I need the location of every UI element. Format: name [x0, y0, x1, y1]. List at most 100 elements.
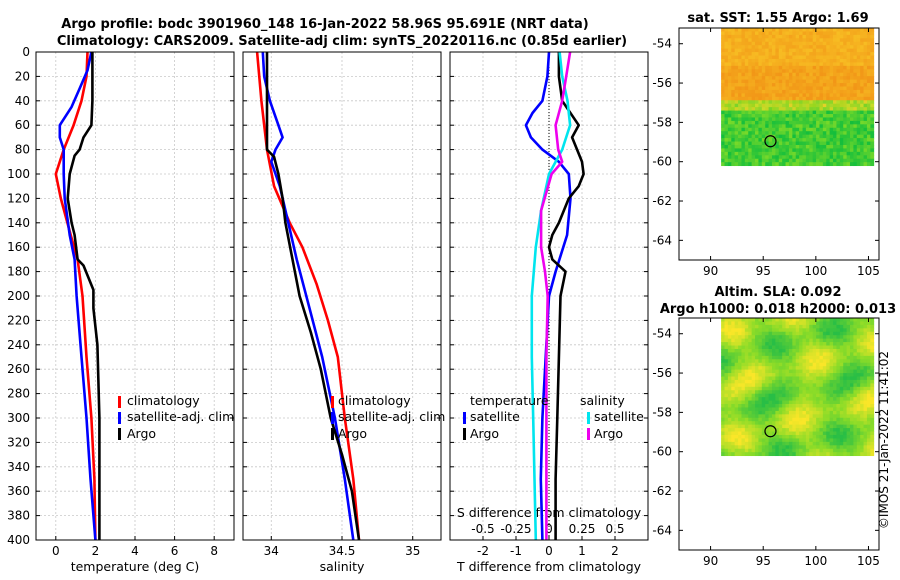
map-cell	[846, 48, 851, 53]
map-cell	[751, 355, 756, 360]
map-cell	[775, 144, 780, 149]
map-cell	[765, 383, 769, 388]
map-cell	[758, 55, 763, 60]
map-cell	[860, 359, 864, 364]
map-cell	[799, 58, 803, 63]
map-cell	[782, 89, 786, 94]
map-cell	[792, 58, 797, 63]
map-cell	[738, 52, 742, 56]
map-cell	[751, 48, 756, 53]
map-cell	[795, 124, 800, 129]
map-cell	[765, 431, 769, 436]
map-cell	[744, 421, 749, 426]
map-cell	[870, 369, 875, 374]
map-cell	[799, 355, 803, 360]
map-cell	[849, 103, 854, 108]
map-cell	[795, 72, 800, 77]
map-cell	[826, 117, 831, 122]
map-cell	[866, 355, 871, 360]
map-cell	[782, 434, 786, 439]
map-cell	[836, 110, 841, 115]
map-cell	[788, 55, 793, 60]
map-cell	[724, 428, 729, 432]
map-cell	[846, 148, 851, 153]
map-cell	[863, 452, 868, 457]
map-cell	[839, 158, 844, 163]
map-cell	[816, 162, 820, 167]
map-cell	[829, 134, 834, 139]
map-cell	[866, 417, 871, 422]
map-cell	[863, 369, 868, 374]
map-cell	[795, 100, 800, 105]
map-cell	[849, 138, 854, 142]
map-cell	[771, 34, 776, 39]
map-cell	[809, 58, 814, 63]
map-cell	[829, 390, 834, 395]
map-cell	[856, 400, 861, 405]
map-cell	[816, 397, 820, 401]
map-cell	[782, 69, 786, 74]
map-cell	[866, 379, 871, 384]
map-cell	[761, 83, 766, 87]
map-cell	[795, 355, 800, 360]
map-cell	[833, 386, 837, 391]
map-cell	[870, 404, 875, 408]
map-cell	[826, 397, 831, 401]
map-cell	[843, 400, 847, 405]
map-cell	[771, 448, 776, 453]
map-cell	[833, 424, 837, 429]
map-cell	[846, 438, 851, 443]
map-cell	[816, 103, 820, 108]
map-cell	[741, 376, 746, 381]
map-cell	[734, 366, 739, 371]
map-cell	[758, 83, 763, 87]
map-cell	[727, 376, 732, 381]
map-cell	[738, 369, 742, 374]
map-cell	[778, 38, 783, 43]
map-cell	[738, 397, 742, 401]
map-cell	[812, 355, 817, 360]
map-cell	[795, 318, 800, 322]
map-cell	[782, 38, 786, 43]
imos-watermark: ©IMOS 21-Jan-2022 11:41:02	[877, 351, 891, 529]
map-cell	[785, 144, 790, 149]
map-cell	[792, 45, 797, 50]
map-cell	[738, 373, 742, 377]
map-cell	[751, 96, 756, 101]
map-cell	[856, 148, 861, 153]
map-cell	[799, 86, 803, 91]
map-cell	[792, 162, 797, 167]
map-cell	[809, 83, 814, 87]
map-cell	[721, 407, 725, 412]
map-cell	[758, 414, 763, 419]
map-cell	[775, 359, 780, 364]
map-cell	[809, 148, 814, 153]
map-cell	[724, 321, 729, 326]
map-cell	[819, 345, 824, 350]
map-cell	[853, 86, 858, 91]
map-cell	[741, 321, 746, 326]
map-cell	[748, 158, 753, 163]
map-cell	[870, 448, 875, 453]
map-cell	[758, 127, 763, 132]
map-cell	[826, 131, 831, 136]
map-cell	[809, 448, 814, 453]
map-cell	[819, 100, 824, 105]
map-cell	[795, 421, 800, 426]
map-cell	[758, 52, 763, 56]
map-cell	[836, 124, 841, 129]
map-cell	[833, 31, 837, 36]
map-cell	[758, 114, 763, 118]
map-cell	[846, 390, 851, 395]
map-cell	[853, 158, 858, 163]
map-cell	[863, 76, 868, 81]
map-cell	[778, 48, 783, 53]
map-cell	[741, 410, 746, 415]
map-cell	[734, 120, 739, 125]
map-cell	[795, 107, 800, 111]
map-cell	[822, 362, 827, 367]
map-cell	[805, 421, 810, 426]
map-cell	[775, 331, 780, 336]
map-cell	[843, 414, 847, 419]
map-cell	[799, 31, 803, 36]
